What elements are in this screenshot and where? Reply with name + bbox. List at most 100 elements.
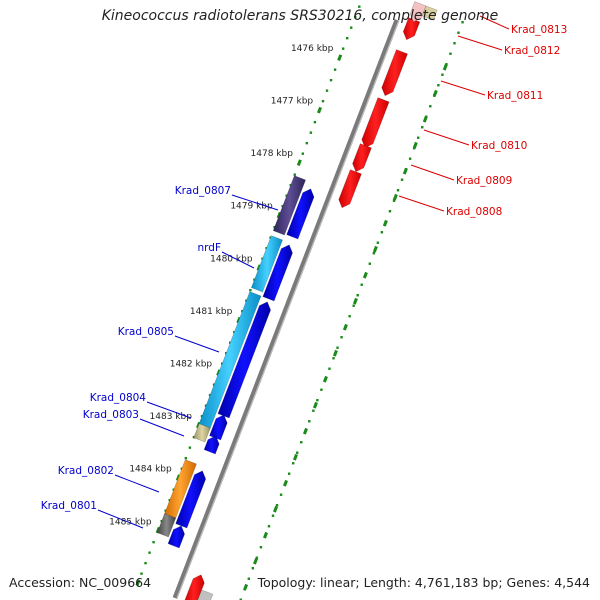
gene-leader-line [410, 164, 455, 181]
tick-dot [341, 47, 345, 50]
tick-dot [140, 572, 143, 575]
tick-mark [337, 54, 343, 61]
gene-label[interactable]: nrdF [198, 242, 222, 254]
tick-dot [291, 462, 295, 465]
tick-mark [302, 427, 308, 435]
krad-0801-feature [156, 513, 177, 538]
tick-dot [356, 294, 359, 297]
tick-dot [188, 446, 192, 449]
tick-mark [432, 89, 438, 97]
forward-cds-arrow [217, 301, 271, 419]
tick-mark [253, 557, 259, 565]
tick-mark [312, 401, 318, 409]
gene-label[interactable]: Krad_0812 [504, 45, 560, 57]
tick-dot [293, 173, 296, 176]
tick-dot [305, 141, 309, 145]
tick-dot [320, 388, 323, 391]
genome-summary: Topology: linear; Length: 4,761,183 bp; … [257, 575, 590, 590]
gene-label[interactable]: Krad_0803 [83, 409, 139, 421]
gene-label[interactable]: Krad_0807 [175, 185, 231, 197]
tick-dot [388, 210, 392, 213]
gene-label[interactable]: Krad_0811 [487, 90, 543, 102]
gene-label[interactable]: Krad_0808 [446, 206, 502, 218]
tick-dot [164, 509, 167, 512]
tick-dot [309, 131, 313, 134]
tick-dot [352, 304, 355, 307]
tick-dot [461, 21, 464, 24]
tick-dot [261, 257, 264, 260]
tick-dot [350, 26, 353, 29]
tick-label: 1485 kbp [109, 517, 152, 527]
gene-label[interactable]: Krad_0804 [90, 392, 147, 404]
genome-title: Kineococcus radiotolerans SRS30216, comp… [101, 8, 499, 24]
tick-dot [392, 199, 396, 202]
tick-dot [184, 456, 188, 460]
reverse-cds-arrow [402, 17, 421, 41]
gene-leader-line [423, 129, 470, 146]
tick-dot [345, 36, 349, 40]
tick-dot [229, 341, 232, 344]
tick-mark [243, 583, 249, 591]
tick-mark [322, 375, 328, 383]
gene-leader-line [97, 509, 144, 529]
tick-dot [445, 63, 448, 66]
tick-dot [336, 346, 339, 349]
gene-leader-line [398, 195, 445, 212]
reverse-cds-arrow [352, 143, 372, 173]
gene-label[interactable]: Krad_0802 [58, 465, 114, 477]
gene-label[interactable]: Krad_0813 [511, 24, 567, 36]
tick-dot [300, 441, 303, 444]
feature-block [421, 5, 438, 21]
gene-leader-line [221, 251, 255, 269]
forward-cds-arrow [175, 470, 207, 529]
tick-dot [308, 420, 311, 423]
gene-label[interactable]: Krad_0810 [471, 140, 527, 152]
tick-mark [392, 193, 398, 201]
tick-dot [239, 598, 242, 600]
tick-mark [332, 349, 338, 357]
tick-dot [354, 15, 357, 19]
tick-mark [442, 63, 448, 71]
genome-backbone-highlight [176, 19, 400, 599]
tick-dot [396, 189, 400, 192]
tick-dot [144, 561, 147, 565]
gene-label[interactable]: Krad_0805 [118, 326, 174, 338]
tick-label: 1479 kbp [230, 202, 273, 212]
krad-0804-feature [193, 423, 211, 443]
tick-dot [332, 357, 335, 360]
tick-dot [372, 252, 376, 255]
tick-mark [276, 211, 282, 219]
gene-label[interactable]: Krad_0801 [41, 500, 97, 512]
tick-dot [253, 278, 256, 281]
tick-mark [155, 526, 161, 534]
forward-cds-arrow [167, 525, 185, 549]
reverse-strand-cds-track [184, 1, 438, 600]
gene-labels: Krad_0807 nrdF Krad_0805 Krad_0804 Krad_0803… [41, 15, 567, 529]
tick-dot [301, 152, 305, 155]
gene-leader-line [231, 194, 279, 211]
tick-dot [368, 262, 372, 265]
tick-dot [325, 89, 329, 92]
tick-label: 1481 kbp [190, 307, 233, 317]
tick-dot [333, 68, 337, 71]
tick-dot [437, 84, 440, 87]
tick-dot [441, 73, 444, 76]
tick-dot [160, 519, 163, 523]
tick-dot [316, 399, 319, 402]
gene-leader-line [174, 335, 220, 353]
tick-dot [400, 178, 404, 181]
tick-dot [247, 577, 251, 580]
tick-dot [148, 551, 151, 554]
tick-dot [313, 120, 317, 124]
tick-dot [279, 493, 283, 496]
tick-label: 1477 kbp [271, 97, 314, 107]
feature-block [197, 589, 214, 600]
accession-label: Accession: NC_009664 [9, 575, 152, 590]
tick-dot [360, 283, 363, 286]
tick-dot [416, 136, 420, 139]
tick-label: 1482 kbp [170, 360, 213, 370]
gene-label[interactable]: Krad_0809 [456, 175, 512, 187]
gene-feature-track [156, 175, 306, 538]
tick-mark [342, 323, 348, 331]
